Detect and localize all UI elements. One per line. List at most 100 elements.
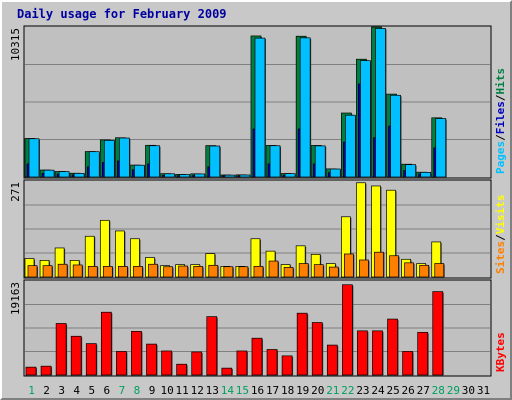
x-tick-label: 10 (160, 384, 173, 397)
bar-pages (28, 138, 40, 178)
bar-kbytes (131, 330, 142, 376)
y-max-label: 10315 (9, 28, 22, 61)
legend-visits_sites: Sites/Visits (494, 195, 507, 275)
bar-kbytes (100, 311, 112, 376)
bar-pages (269, 145, 281, 178)
x-tick-label: 3 (58, 384, 65, 397)
x-tick-label: 24 (371, 384, 385, 397)
bar-kbytes (251, 337, 263, 376)
series-kbytes (25, 284, 444, 376)
bar-pages (164, 173, 175, 178)
chart-panels: 10315 Pages/Files/Hits 271Sites/Visits1916… (9, 25, 507, 377)
bar-sites (298, 263, 309, 278)
bar-sites (148, 263, 158, 278)
panel-hits_files_pages: 10315 Pages/Files/Hits (9, 25, 507, 179)
bar-kbytes (236, 350, 248, 376)
bar-pages (435, 118, 447, 178)
bar-pages (119, 137, 130, 178)
bar-kbytes (417, 331, 429, 376)
x-tick-label: 12 (191, 384, 204, 397)
x-tick-label: 5 (88, 384, 95, 397)
bar-kbytes (206, 316, 218, 376)
bar-sites (87, 266, 98, 278)
bar-kbytes (357, 330, 368, 376)
x-tick-label: 8 (134, 384, 141, 397)
x-tick-label: 16 (251, 384, 264, 397)
bar-pages (329, 168, 341, 178)
legend-hits_files_pages: Pages/Files/Hits (494, 68, 507, 174)
x-tick-label: 6 (104, 384, 111, 397)
bar-pages (149, 145, 160, 178)
bar-pages (405, 164, 416, 178)
bar-kbytes (326, 344, 338, 376)
bar-pages (284, 173, 296, 178)
x-tick-label: 27 (417, 384, 430, 397)
x-tick-label: 18 (281, 384, 294, 397)
bar-pages (360, 60, 371, 178)
bar-kbytes (372, 330, 383, 376)
x-tick-label: 1 (28, 384, 35, 397)
legend-entry: Files (494, 101, 507, 134)
bar-kbytes (40, 365, 52, 376)
x-tick-label: 14 (221, 384, 235, 397)
panel-kbytes: 19163 KBytes (9, 279, 507, 377)
x-tick-label: 25 (386, 384, 399, 397)
bar-sites (434, 263, 445, 278)
x-tick-label: 15 (236, 384, 249, 397)
bar-sites (27, 265, 38, 278)
legend-kbytes: KBytes (494, 332, 507, 372)
x-tick-label: 29 (447, 384, 460, 397)
x-tick-label: 30 (462, 384, 475, 397)
bar-pages (179, 174, 190, 178)
bar-kbytes (311, 322, 323, 376)
bar-pages (134, 164, 145, 178)
bar-sites (193, 266, 204, 278)
bar-pages (103, 140, 115, 178)
bar-sites (72, 264, 83, 278)
bar-pages (345, 114, 356, 178)
legend-entry: Visits (494, 195, 507, 235)
x-tick-label: 9 (149, 384, 156, 397)
bar-sites (133, 266, 143, 278)
legend-entry: Hits (494, 68, 507, 95)
bar-kbytes (176, 363, 187, 376)
bar-sites (253, 266, 264, 278)
legend-entry: / (494, 134, 507, 141)
bar-pages (390, 94, 401, 178)
chart-title: Daily usage for February 2009 (17, 7, 227, 21)
bar-pages (43, 169, 55, 178)
bar-sites (102, 266, 113, 278)
series-pages (28, 28, 447, 179)
x-tick-label: 26 (402, 384, 415, 397)
x-tick-label: 19 (296, 384, 309, 397)
x-tick-label: 31 (477, 384, 490, 397)
bar-pages (73, 173, 85, 178)
bar-sites (42, 265, 53, 278)
bar-pages (224, 174, 236, 178)
bar-kbytes (25, 366, 37, 376)
x-tick-label: 20 (311, 384, 324, 397)
bar-sites (283, 267, 294, 278)
x-tick-label: 21 (326, 384, 339, 397)
x-tick-label: 28 (432, 384, 445, 397)
legend-entry: / (494, 94, 507, 101)
panel-visits_sites: 271 Sites/Visits (9, 179, 507, 279)
x-axis-day-labels: 1 2 3 4 5 6 7 8 9 10 11 12 13 14 15 16 17 18 19 20 21 22 23 24 2… (28, 384, 490, 397)
bar-sites (57, 263, 68, 278)
bar-pages (299, 37, 311, 178)
legend-entry: / (494, 234, 507, 241)
bar-pages (239, 174, 251, 178)
bar-sites (178, 265, 188, 278)
bar-kbytes (221, 367, 233, 376)
bar-sites (389, 255, 399, 278)
bar-kbytes (55, 323, 67, 376)
bar-kbytes (266, 349, 278, 376)
bar-sites (404, 262, 414, 278)
bar-pages (209, 145, 221, 178)
x-tick-label: 2 (43, 384, 50, 397)
legend-entry: Sites (494, 241, 507, 274)
x-tick-label: 17 (266, 384, 279, 397)
bar-pages (88, 151, 100, 178)
x-tick-label: 7 (119, 384, 126, 397)
